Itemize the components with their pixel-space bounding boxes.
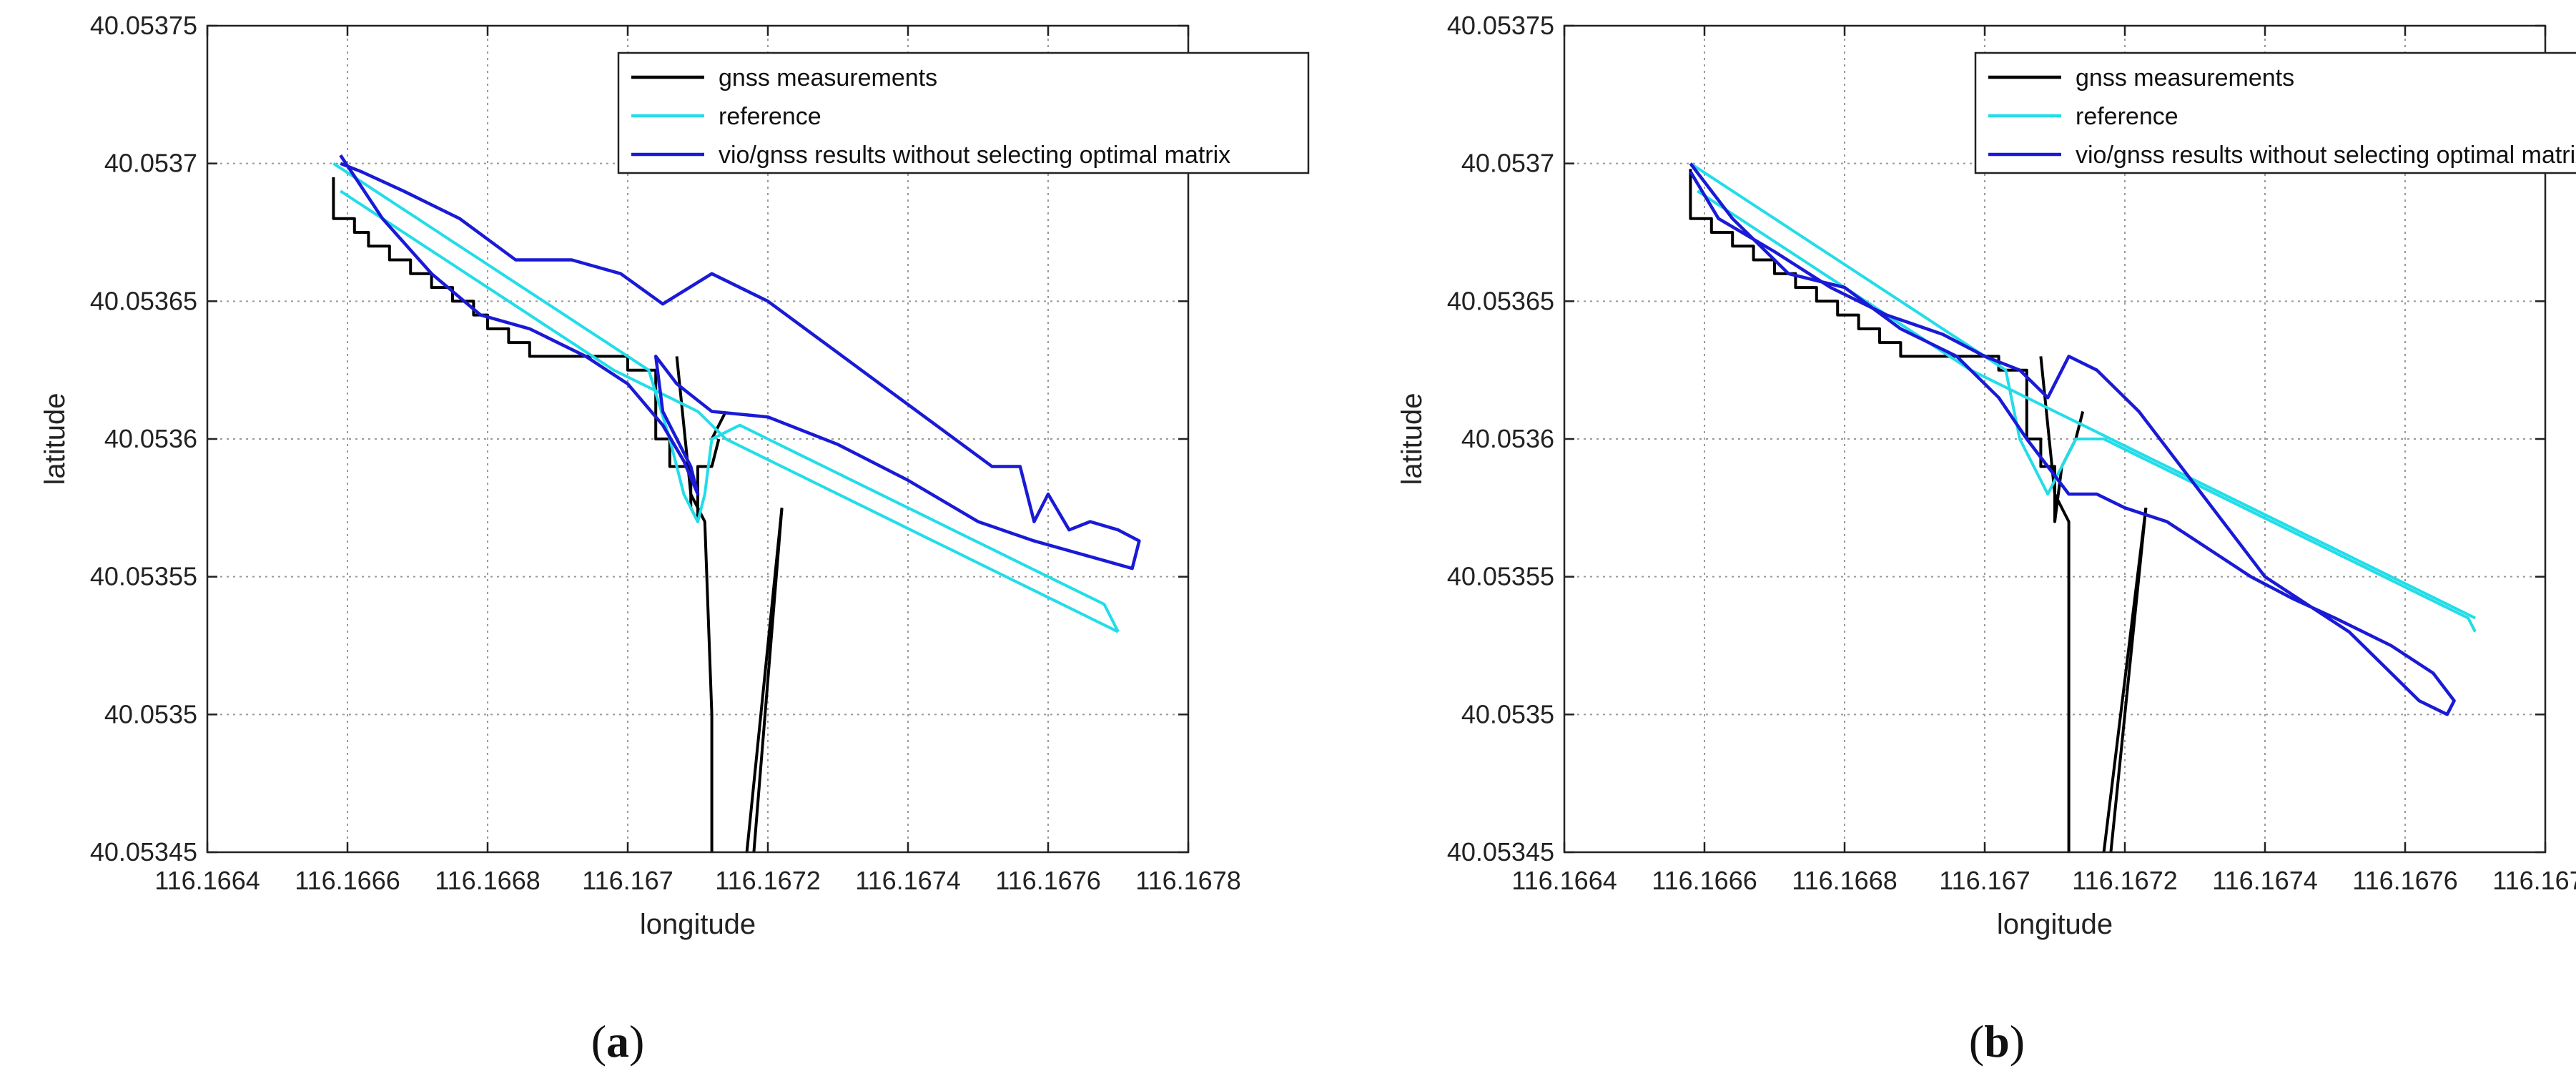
y-tick-label: 40.0535: [104, 699, 197, 729]
panel-label: (b): [1969, 1016, 2025, 1067]
series-line-0-segment-3: [2109, 508, 2148, 852]
series-line-1-segment-1: [340, 189, 1119, 633]
y-tick-label: 40.0536: [104, 424, 197, 453]
series-line-0-segment-0: [332, 177, 721, 523]
y-tick-label: 40.05365: [1447, 286, 1554, 315]
y-tick-label: 40.05345: [1447, 837, 1554, 867]
legend-label-1: reference: [719, 103, 821, 130]
legend: gnss measurements reference vio/gnss resul…: [1974, 51, 2576, 174]
series-line-1-segment-0: [332, 162, 1120, 633]
x-tick-label: 116.1678: [1135, 866, 1240, 895]
y-tick-label: 40.0535: [1461, 699, 1554, 729]
x-tick-label: 116.1664: [154, 866, 260, 895]
x-tick-label: 116.1672: [2072, 866, 2177, 895]
series-group: [332, 154, 1141, 852]
y-axis-title: latitude: [39, 393, 71, 485]
x-tick-label: 116.1666: [295, 866, 400, 895]
legend: gnss measurements reference vio/gnss resul…: [617, 51, 1310, 174]
y-axis-title: latitude: [1396, 393, 1428, 485]
x-tick-label: 116.1676: [2352, 866, 2457, 895]
series-line-2-segment-0: [339, 154, 1141, 571]
legend-label-1: reference: [2076, 103, 2178, 130]
panel-label-close: ): [629, 1016, 644, 1067]
legend-label-2: vio/gnss results without selecting optim…: [2076, 142, 2576, 169]
panel-label-open: (: [591, 1016, 606, 1067]
x-tick-label: 116.1666: [1652, 866, 1757, 895]
legend-box: [1974, 51, 2576, 174]
x-tick-label: 116.1676: [995, 866, 1100, 895]
x-tick-label: 116.1668: [1792, 866, 1897, 895]
y-tick-label: 40.05345: [90, 837, 197, 867]
legend-label-0: gnss measurements: [2076, 64, 2294, 92]
series-line-0-segment-1: [2039, 356, 2071, 852]
chart-panel-b: 116.1664 116.1666 116.1668 116.167 116.1672 1…: [1396, 11, 2576, 1067]
y-tick-label: 40.05355: [90, 562, 197, 591]
legend-label-0: gnss measurements: [719, 64, 937, 92]
x-axis-title: longitude: [640, 909, 756, 940]
x-tick-label: 116.1672: [715, 866, 820, 895]
series-line-2-segment-0: [1689, 162, 2456, 716]
series-line-0-segment-2: [710, 410, 727, 440]
y-tick-label: 40.05365: [90, 286, 197, 315]
x-tick-label: 116.167: [582, 866, 673, 895]
y-tick-label: 40.0537: [1461, 149, 1554, 178]
y-tick-label: 40.0537: [104, 149, 197, 178]
x-tick-label: 116.167: [1939, 866, 2030, 895]
y-tick-label: 40.0536: [1461, 424, 1554, 453]
panel-label: (a): [591, 1016, 645, 1067]
series-line-0-segment-4: [752, 508, 784, 852]
series-line-1-segment-0: [1689, 162, 2477, 633]
x-tick-label: 116.1678: [2492, 866, 2576, 895]
panel-label-letter: a: [606, 1016, 629, 1067]
legend-box: [617, 51, 1310, 174]
x-tick-label: 116.1674: [855, 866, 960, 895]
series-group: [1689, 162, 2477, 852]
y-tick-label: 40.05375: [1447, 11, 1554, 40]
panel-label-letter: b: [1984, 1016, 2010, 1067]
series-line-1-segment-1: [1697, 189, 2476, 620]
y-tick-label: 40.05375: [90, 11, 197, 40]
panel-label-open: (: [1969, 1016, 1984, 1067]
series-line-0-segment-1: [675, 356, 714, 852]
y-tick-label: 40.05355: [1447, 562, 1554, 591]
x-tick-label: 116.1668: [435, 866, 540, 895]
chart-panel-a: 116.1664 116.1666 116.1668 116.167 116.1672 1…: [39, 11, 1310, 1067]
legend-label-2: vio/gnss results without selecting optim…: [719, 142, 1230, 169]
x-axis-title: longitude: [1997, 909, 2113, 940]
panel-label-close: ): [2010, 1016, 2025, 1067]
x-tick-label: 116.1674: [2212, 866, 2317, 895]
x-tick-label: 116.1664: [1511, 866, 1617, 895]
